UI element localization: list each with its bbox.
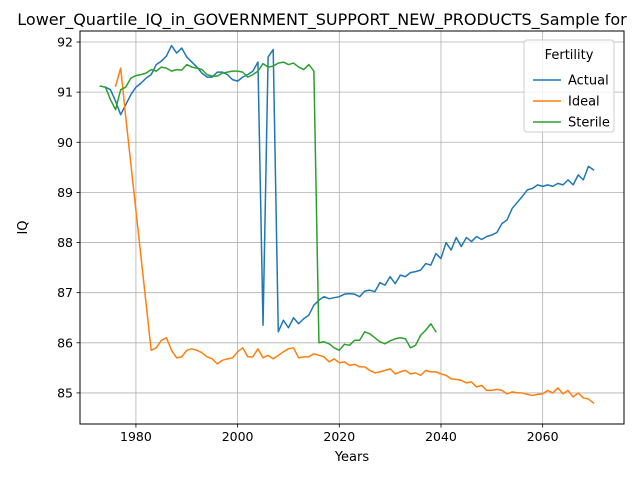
y-tick-label: 89 bbox=[57, 185, 73, 200]
x-tick-label: 2020 bbox=[323, 429, 355, 444]
legend-items: Actual Ideal Sterile bbox=[533, 74, 610, 131]
x-tick-label: 1980 bbox=[120, 429, 152, 444]
series-lines bbox=[99, 44, 595, 405]
x-tick-label: 2000 bbox=[222, 429, 254, 444]
legend-label-actual: Actual bbox=[568, 74, 609, 89]
y-tick-label: 86 bbox=[57, 335, 73, 350]
x-tick-label: 2040 bbox=[425, 429, 457, 444]
plot-area-frame bbox=[79, 30, 625, 425]
legend-label-sterile: Sterile bbox=[568, 116, 610, 131]
y-tick-label: 92 bbox=[57, 35, 73, 50]
y-tick-label: 91 bbox=[57, 85, 73, 100]
legend-title: Fertility bbox=[545, 48, 594, 63]
x-axis-label: Years bbox=[334, 450, 370, 465]
series-line-sterile bbox=[99, 61, 437, 352]
x-tick-label: 2060 bbox=[527, 429, 559, 444]
y-axis-label: IQ bbox=[16, 220, 31, 234]
y-tick-label: 90 bbox=[57, 135, 73, 150]
y-tick-label: 85 bbox=[57, 385, 73, 400]
series-line-actual bbox=[104, 44, 595, 333]
legend-box bbox=[523, 39, 615, 133]
legend-label-ideal: Ideal bbox=[568, 95, 600, 110]
y-tick-label: 88 bbox=[57, 235, 73, 250]
legend: Fertility Actual Ideal Sterile bbox=[523, 39, 615, 133]
y-tick-label: 87 bbox=[57, 285, 73, 300]
chart-title: Lower_Quartile_IQ_in_GOVERNMENT_SUPPORT_… bbox=[17, 10, 627, 30]
series-line-ideal bbox=[114, 67, 595, 405]
grid-lines bbox=[80, 31, 624, 424]
axis-ticks: 1980 2000 2020 2040 2060 85 86 87 88 89 90 91 92 bbox=[57, 35, 559, 444]
